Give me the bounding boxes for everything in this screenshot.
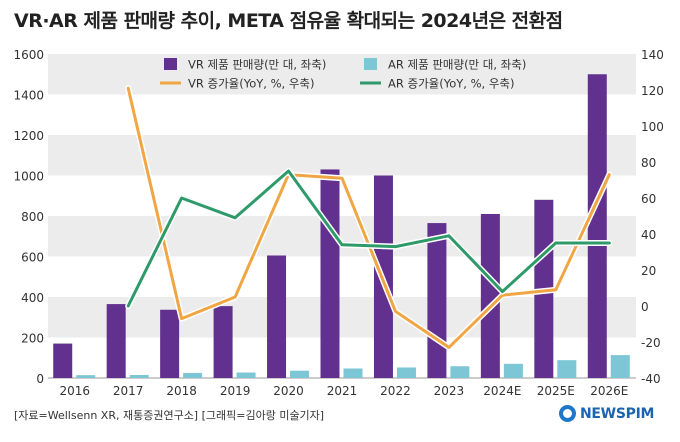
ar-bar-2024E — [503, 363, 523, 378]
ar-bar-2016 — [76, 375, 96, 378]
legend-swatch-0 — [164, 58, 177, 70]
left-tick-label: 1600 — [13, 48, 44, 62]
right-tick-label: -20 — [641, 336, 661, 350]
x-tick-label: 2018 — [166, 384, 197, 398]
vr-bar-2024E — [480, 213, 500, 378]
right-tick-label: 0 — [641, 300, 649, 314]
right-tick-label: 140 — [641, 48, 664, 62]
ar-bar-2019 — [236, 372, 256, 378]
right-tick-label: 20 — [641, 264, 656, 278]
ar-bar-2026E — [610, 355, 630, 378]
ar-bar-2022 — [396, 367, 416, 378]
legend: VR 제품 판매량(만 대, 좌축) AR 제품 판매량(만 대, 좌축) VR 증… — [160, 58, 526, 91]
source-note: [자료=Wellsenn XR, 재통증권연구소] [그래픽=김아랑 미술기자] — [14, 409, 325, 422]
logo-text: NEWSPIM — [580, 405, 655, 422]
vr-bar-2019 — [213, 306, 233, 378]
right-tick-label: 120 — [641, 84, 664, 98]
left-tick-label: 1000 — [13, 170, 44, 184]
vr-bar-2016 — [53, 343, 73, 378]
x-tick-label: 2020 — [273, 384, 304, 398]
left-tick-label: 800 — [21, 210, 44, 224]
left-tick-label: 200 — [21, 332, 44, 346]
legend-swatch-1 — [364, 58, 377, 70]
left-tick-label: 1400 — [13, 89, 44, 103]
vr-bar-2021 — [320, 169, 340, 378]
x-tick-label: 2021 — [327, 384, 358, 398]
chart-title: VR·AR 제품 판매량 추이, META 점유율 확대되는 2024년은 전환… — [14, 10, 563, 32]
x-tick-label: 2023 — [434, 384, 465, 398]
x-tick-label: 2024E — [483, 384, 521, 398]
ar-bar-series — [76, 355, 630, 378]
vr-bar-2026E — [587, 74, 607, 378]
line-series — [125, 85, 613, 351]
ar-bar-2018 — [183, 372, 203, 378]
x-tick-label: 2025E — [537, 384, 575, 398]
left-axis: 0 200 400 600 800 1000 1200 1400 1600 — [13, 48, 44, 386]
vr-bar-2023 — [427, 223, 447, 378]
vr-bar-2018 — [160, 309, 180, 378]
x-tick-label: 2022 — [380, 384, 411, 398]
right-tick-label: -40 — [641, 372, 661, 386]
right-tick-label: 100 — [641, 120, 664, 134]
ar-bar-2025E — [557, 360, 577, 378]
x-tick-label: 2016 — [59, 384, 90, 398]
legend-label-0: VR 제품 판매량(만 대, 좌축) — [188, 58, 326, 72]
right-axis: -40 -20 0 20 40 60 80 100 120 140 — [641, 48, 664, 386]
x-tick-label: 2026E — [590, 384, 628, 398]
logo-mark-icon — [559, 405, 576, 422]
ar-bar-2020 — [290, 370, 310, 378]
grid-band — [48, 135, 636, 176]
ar-bar-2017 — [129, 374, 149, 378]
grid-band — [48, 54, 636, 95]
x-axis: 2016 2017 2018 2019 2020 2021 2022 2023 2024E 202… — [59, 384, 628, 398]
right-tick-label: 40 — [641, 228, 656, 242]
right-tick-label: 60 — [641, 192, 656, 206]
vr-bar-2017 — [106, 304, 126, 378]
vr-bar-2020 — [267, 255, 287, 378]
ar-growth-line — [126, 169, 611, 308]
left-tick-label: 1200 — [13, 129, 44, 143]
vr-bar-series — [53, 74, 607, 378]
legend-label-2: VR 증가율(YoY, %, 우축) — [188, 77, 315, 91]
left-tick-label: 600 — [21, 251, 44, 265]
ar-bar-2023 — [450, 366, 470, 378]
right-tick-label: 80 — [641, 156, 656, 170]
legend-label-1: AR 제품 판매량(만 대, 좌축) — [388, 58, 526, 72]
left-tick-label: 0 — [36, 372, 44, 386]
legend-label-3: AR 증가율(YoY, %, 우축) — [388, 77, 515, 91]
x-tick-label: 2017 — [113, 384, 144, 398]
ar-bar-2021 — [343, 368, 363, 378]
left-tick-label: 400 — [21, 291, 44, 305]
newspim-logo: NEWSPIM — [559, 405, 654, 422]
x-tick-label: 2019 — [220, 384, 251, 398]
